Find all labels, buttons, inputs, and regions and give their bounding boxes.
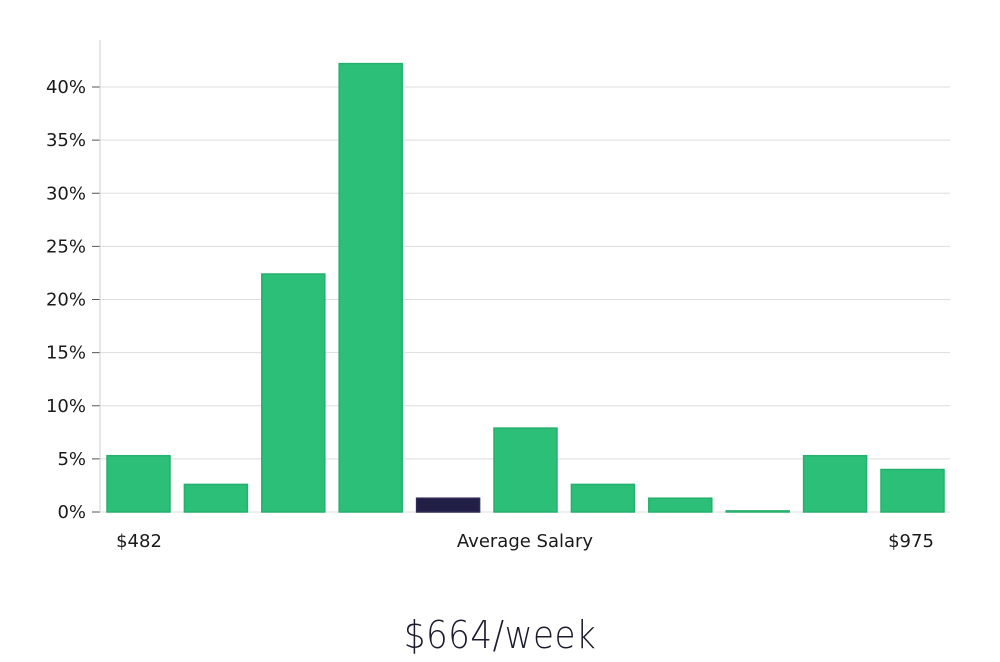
- x-label-min-salary: $482: [116, 531, 162, 552]
- bars: [106, 62, 945, 513]
- bar: [493, 427, 558, 513]
- average-salary-headline: $664/week: [403, 613, 597, 657]
- y-tick-label: 30%: [46, 183, 86, 204]
- y-tick-labels: 0% 5% 10% 15% 20% 25% 30% 35% 40%: [46, 77, 86, 523]
- y-tick-label: 0%: [57, 502, 86, 523]
- bar: [338, 62, 403, 513]
- y-tick-label: 25%: [46, 236, 86, 257]
- y-tick-label: 35%: [46, 130, 86, 151]
- bar: [802, 454, 868, 513]
- y-tick-label: 5%: [57, 449, 86, 470]
- bar: [183, 483, 249, 513]
- y-tick-label: 10%: [46, 396, 86, 417]
- gridlines: [100, 86, 950, 460]
- chart-canvas: 0% 5% 10% 15% 20% 25% 30% 35% 40% $482 Average S…: [46, 40, 950, 552]
- y-tick-label: 40%: [46, 77, 86, 98]
- bar: [570, 483, 636, 513]
- y-tick-label: 15%: [46, 343, 86, 364]
- x-labels: $482 Average Salary $975: [116, 531, 934, 552]
- bar: [261, 273, 326, 513]
- x-label-max-salary: $975: [888, 531, 934, 552]
- x-label-average-salary: Average Salary: [457, 531, 594, 552]
- bar: [106, 454, 171, 513]
- y-tick-label: 20%: [46, 290, 86, 311]
- bar: [648, 497, 713, 513]
- bar: [725, 510, 790, 513]
- bar: [880, 468, 945, 513]
- bar-highlighted: [415, 497, 481, 513]
